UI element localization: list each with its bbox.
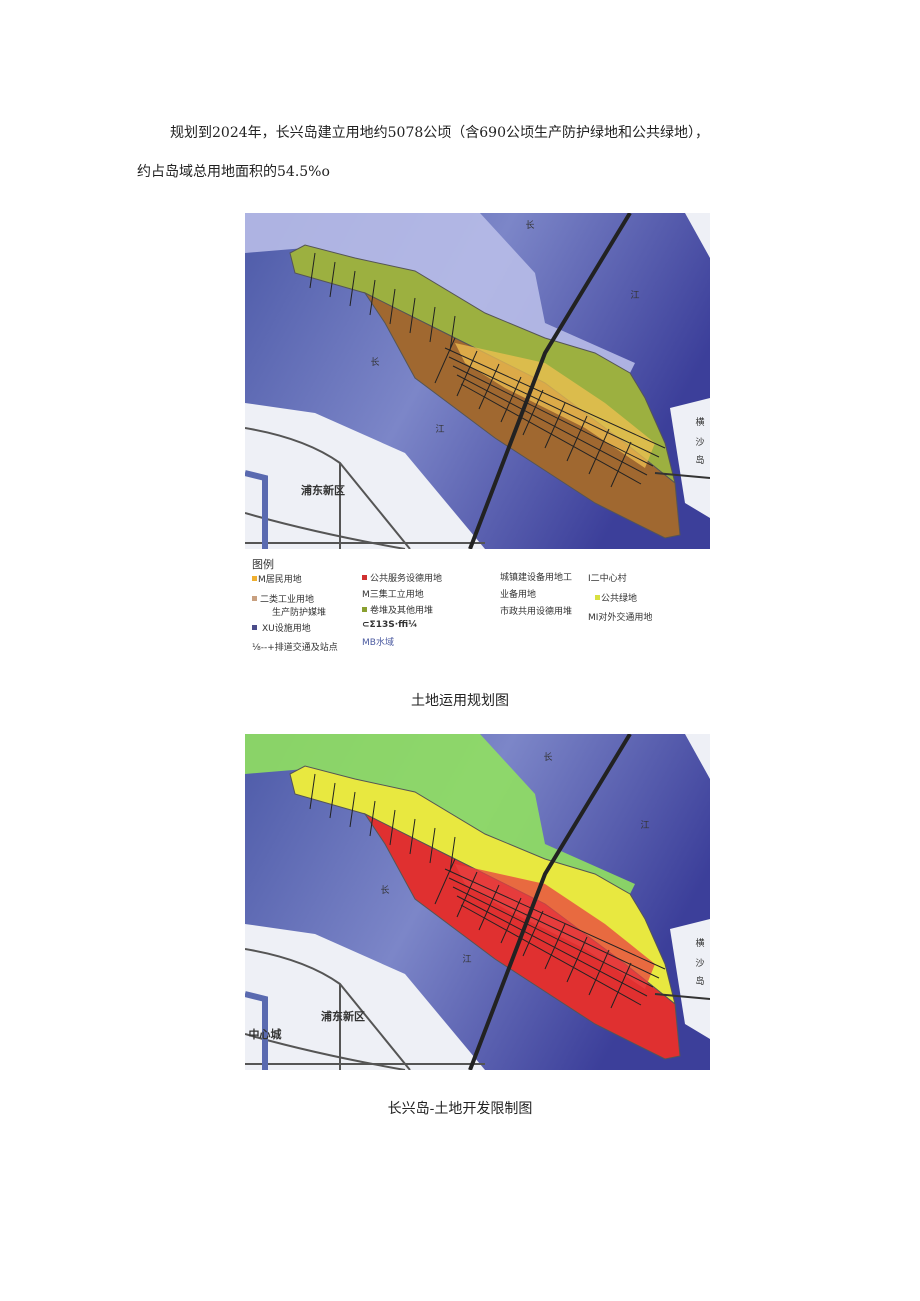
map-label: 江 <box>630 290 639 301</box>
legend-item: 城镇建设备用地工 <box>500 573 573 583</box>
map-label: 江 <box>640 820 649 831</box>
map-label: 长 <box>370 356 379 368</box>
bridge <box>468 734 632 1070</box>
map-label: 沙 <box>695 437 704 448</box>
map-label: 长 <box>380 884 389 896</box>
land <box>685 213 710 258</box>
bridge <box>468 213 632 549</box>
land <box>245 924 485 1070</box>
legend-item: M三集工立用地 <box>362 590 424 600</box>
legend-item: MI对外交通用地 <box>588 613 653 623</box>
legend-item: 公共绿地 <box>601 594 638 604</box>
street-grid <box>309 252 666 488</box>
map-label: 长 <box>525 219 534 231</box>
land <box>685 734 710 779</box>
land <box>670 398 710 518</box>
legend-item: 业备用地 <box>500 590 537 600</box>
road <box>245 427 485 549</box>
legend-item: MB水域 <box>362 638 394 648</box>
map-label: 横 <box>695 937 704 949</box>
land <box>670 919 710 1039</box>
map-label: 中心城 <box>249 1027 282 1041</box>
map-label: 浦东新区 <box>301 483 345 497</box>
legend-title: 图例 <box>252 558 274 571</box>
paragraph-line: 规划到2024年，长兴岛建立用地约5078公顷（含690公顷生产防护绿地和公共绿… <box>170 125 709 141</box>
map-label: 江 <box>435 424 444 435</box>
map-label: 沙 <box>695 958 704 969</box>
legend-item: ⊂Σ13S·ffi¼ <box>362 620 418 630</box>
road <box>245 470 268 549</box>
road <box>654 993 710 1000</box>
caption: 长兴岛-土地开发限制图 <box>387 1101 533 1117</box>
legend-item: M居民用地 <box>258 575 302 585</box>
legend-item: XU设施用地 <box>262 624 311 634</box>
map-label: 岛 <box>695 975 704 987</box>
map-label: 浦东新区 <box>321 1009 365 1023</box>
legend-item: 二类工业用地 <box>260 595 315 605</box>
legend-item: 公共服务设德用地 <box>370 574 443 584</box>
legend-item: 卷堆及其他用堆 <box>370 606 434 616</box>
legend-item: 生产防护媒堆 <box>272 608 327 618</box>
road <box>654 472 710 479</box>
legend-item: 市政共用设德用堆 <box>500 607 573 617</box>
caption: 土地运用规划图 <box>411 693 509 709</box>
road <box>245 948 485 1070</box>
map-label: 岛 <box>695 454 704 466</box>
legend-item: I二中心村 <box>588 574 627 584</box>
land <box>245 403 485 549</box>
legend-item: ⅛--+排道交通及站点 <box>252 643 338 653</box>
map-label: 横 <box>695 416 704 428</box>
map-label: 长 <box>543 751 552 763</box>
road <box>245 991 268 1070</box>
urban <box>455 864 655 989</box>
street-grid <box>309 773 666 1009</box>
map-label: 江 <box>462 954 471 965</box>
urban <box>455 343 655 468</box>
paragraph-line: 约占岛域总用地面积的54.5%o <box>137 164 330 180</box>
